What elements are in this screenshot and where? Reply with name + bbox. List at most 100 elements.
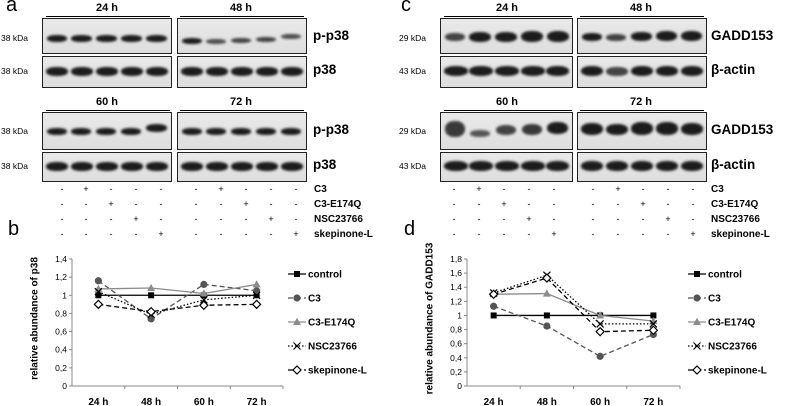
series-line <box>97 280 257 320</box>
sign: + <box>526 214 532 224</box>
sign: - <box>194 199 198 209</box>
sign: - <box>591 199 595 209</box>
data-point <box>648 325 659 336</box>
legend-label: C3 <box>708 294 721 305</box>
data-point <box>199 295 208 304</box>
protein-label-actin: β-actin <box>711 157 756 172</box>
treatment-label: NSC23766 <box>314 214 363 225</box>
data-point <box>94 287 103 296</box>
treatment-label: NSC23766 <box>711 214 760 225</box>
y-tick-label: 0,8 <box>450 325 462 335</box>
blot-actin-72h <box>577 152 707 182</box>
kda-label: 38 kDa <box>1 161 28 171</box>
legend-label: C3-E174Q <box>308 318 355 329</box>
sign: - <box>591 214 595 224</box>
protein-label-gadd: GADD153 <box>711 28 774 43</box>
sign: - <box>616 214 620 224</box>
sign: - <box>527 199 531 209</box>
sign: - <box>60 214 64 224</box>
legend-label: NSC23766 <box>708 342 757 353</box>
sign: - <box>552 184 556 194</box>
protein-label-p38: p38 <box>313 62 337 77</box>
protein-label-pp38: p-p38 <box>313 122 350 137</box>
series-skepinone-l <box>93 299 262 317</box>
legend-marker <box>293 294 301 302</box>
blot-gadd-48h <box>577 18 707 54</box>
series-line <box>493 277 654 333</box>
blot-actin-48h <box>577 56 707 88</box>
sign: - <box>159 214 163 224</box>
blot-actin-24h <box>440 56 573 88</box>
blot-p38-48h <box>177 56 307 88</box>
series-line <box>98 291 257 316</box>
treatment-label: C3-E174Q <box>711 199 759 210</box>
sign: - <box>294 184 298 194</box>
sign: - <box>109 229 113 239</box>
protein-label-p38: p38 <box>313 157 337 172</box>
sign: - <box>219 199 223 209</box>
legend-marker <box>292 365 302 375</box>
x-tick-label: 60 h <box>590 397 610 406</box>
sign: - <box>244 214 248 224</box>
sign: + <box>690 229 696 239</box>
sign: - <box>294 199 298 209</box>
sign: + <box>615 184 621 194</box>
sign: - <box>269 184 273 194</box>
series-c3-e174q <box>94 280 261 297</box>
sign: + <box>293 229 299 239</box>
blot-p38-60h <box>42 152 172 182</box>
sign: - <box>269 229 273 239</box>
blot-p38-24h <box>42 56 172 88</box>
sign: - <box>244 184 248 194</box>
legend-marker <box>294 271 300 277</box>
sign: - <box>84 199 88 209</box>
data-point <box>93 299 104 310</box>
sign: - <box>269 199 273 209</box>
series-line <box>493 292 654 322</box>
header-line <box>580 110 704 111</box>
x-tick-label: 48 h <box>537 397 557 406</box>
data-point <box>543 322 551 330</box>
sign: + <box>476 184 482 194</box>
sign: + <box>158 229 164 239</box>
series-line <box>98 303 257 313</box>
sign: - <box>666 199 670 209</box>
blot-header-60h-a: 60 h <box>95 96 118 108</box>
series-line <box>493 274 654 325</box>
data-point <box>199 289 208 297</box>
data-point <box>252 280 261 288</box>
data-point <box>488 289 499 300</box>
series-control <box>490 312 657 319</box>
kda-label: 38 kDa <box>1 126 28 136</box>
chart-b: 0 0,2 0,4 0,6 0,8 1 1,2 1,4 24 h 48 h 60 h 72 h cont… <box>55 254 367 406</box>
sign: - <box>244 229 248 239</box>
series-c3-e174q <box>489 289 658 325</box>
blot-pp38-72h <box>177 112 307 150</box>
blot-header-60h-c: 60 h <box>495 96 518 108</box>
y-tick-label: 1,6 <box>450 268 462 278</box>
panel-label-b: b <box>8 218 20 240</box>
sign: - <box>477 214 481 224</box>
series-skepinone-l <box>488 273 659 337</box>
header-line <box>580 16 704 17</box>
data-point <box>490 312 497 319</box>
sign: - <box>194 229 198 239</box>
data-point <box>95 292 102 299</box>
sign: + <box>83 184 89 194</box>
series-control <box>95 292 260 299</box>
blot-header-72h-a: 72 h <box>229 96 252 108</box>
treatment-label: C3 <box>314 184 327 195</box>
sign: + <box>243 199 249 209</box>
legend-label: C3 <box>308 294 321 305</box>
sign: - <box>452 184 456 194</box>
legend-marker <box>694 271 700 277</box>
sign: - <box>134 199 138 209</box>
series-nsc23766 <box>94 287 261 319</box>
protein-label-actin: β-actin <box>711 62 756 77</box>
blot-header-24h-c: 24 h <box>495 2 518 14</box>
y-tick-label: 1,4 <box>450 282 462 292</box>
sign: - <box>502 214 506 224</box>
kda-label: 29 kDa <box>399 126 426 136</box>
sign: - <box>477 199 481 209</box>
protein-label-gadd: GADD153 <box>711 122 774 137</box>
